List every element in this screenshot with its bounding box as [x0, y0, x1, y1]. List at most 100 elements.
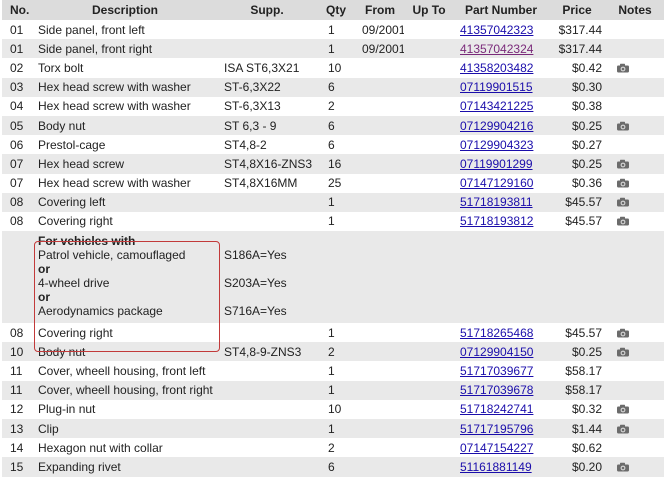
cell-description: Cover, wheell housing, front right — [32, 380, 218, 400]
cell-from — [356, 97, 404, 116]
cell-notes — [606, 361, 664, 380]
part-number-link[interactable]: 41358203482 — [460, 60, 534, 75]
part-number-link[interactable]: 07119901515 — [460, 80, 533, 95]
cell-notes — [606, 342, 664, 362]
part-number-link[interactable]: 41357042324 — [460, 41, 534, 56]
table-row: 08 Covering right 1 51718265468 $45.57 — [2, 323, 664, 342]
cell-from — [356, 174, 404, 193]
part-number-link[interactable]: 07147154227 — [460, 440, 534, 455]
part-number-link[interactable]: 07129904216 — [460, 118, 534, 133]
table-row: 07 Hex head screw with washer ST4,8X16MM 25… — [2, 174, 664, 193]
cell-qty: 10 — [328, 402, 342, 417]
cell-no: 01 — [2, 39, 32, 59]
camera-icon[interactable] — [616, 461, 630, 472]
condition-option: Patrol vehicle, camouflaged — [38, 248, 186, 263]
camera-icon[interactable] — [616, 346, 630, 357]
camera-icon[interactable] — [616, 215, 630, 226]
part-number-link[interactable]: 07147129160 — [460, 176, 534, 191]
cell-price: $0.32 — [571, 402, 602, 417]
cell-notes — [606, 77, 664, 97]
cell-price: $45.57 — [565, 214, 602, 229]
camera-icon[interactable] — [616, 196, 630, 207]
cell-supp — [218, 192, 316, 212]
cell-supp: ST4,8X16-ZNS3 — [218, 154, 316, 174]
part-number-link[interactable]: 51161881149 — [460, 459, 532, 474]
cell-price: $0.20 — [548, 457, 606, 477]
condition-code: S186A=Yes — [224, 248, 287, 263]
cell-description: Side panel, front right — [32, 39, 218, 59]
col-header-from: From — [356, 0, 404, 20]
camera-icon[interactable] — [616, 403, 630, 414]
part-number-link[interactable]: 51718265468 — [460, 325, 534, 340]
cell-up-to — [404, 342, 454, 362]
cell-qty: 1 — [316, 380, 356, 400]
camera-icon[interactable] — [616, 120, 630, 131]
cell-up-to — [404, 400, 454, 419]
cell-qty: 1 — [316, 192, 356, 212]
cell-part-number: 51717039677 — [454, 361, 548, 380]
cell-supp — [218, 457, 316, 477]
part-number-link[interactable]: 51717039677 — [460, 364, 534, 379]
cell-up-to — [404, 135, 454, 154]
cell-from — [356, 115, 404, 136]
part-number-link[interactable]: 51717039678 — [460, 383, 534, 398]
cell-description: Hex head screw — [32, 154, 218, 174]
col-header-qty: Qty — [316, 0, 356, 20]
cell-no: 15 — [2, 457, 32, 477]
cell-supp — [218, 323, 316, 342]
part-number-link[interactable]: 51717195796 — [460, 421, 534, 436]
cell-empty — [454, 231, 548, 324]
condition-or: or — [38, 290, 50, 305]
camera-icon[interactable] — [616, 158, 630, 169]
cell-price: $0.25 — [548, 115, 606, 136]
table-row: 03 Hex head screw with washer ST-6,3X22 6 07… — [2, 77, 664, 97]
camera-icon[interactable] — [616, 327, 630, 338]
cell-from — [356, 154, 404, 174]
part-number-link[interactable]: 51718242741 — [460, 402, 534, 417]
camera-icon[interactable] — [616, 62, 630, 73]
part-number-link[interactable]: 07129904323 — [460, 137, 534, 152]
cell-from — [356, 419, 404, 439]
cell-no: 08 — [10, 214, 24, 229]
cell-part-number: 07119901299 — [454, 154, 548, 174]
part-number-link[interactable]: 07119901299 — [460, 156, 533, 171]
cell-description: Covering left — [32, 192, 218, 212]
part-number-link[interactable]: 51718193811 — [460, 195, 533, 210]
cell-description: Body nut — [32, 342, 218, 362]
cell-qty: 1 — [328, 364, 335, 379]
condition-option: Aerodynamics package — [38, 304, 163, 319]
table-row: 12 Plug-in nut 10 51718242741 $0.32 — [2, 400, 664, 419]
camera-icon[interactable] — [616, 177, 630, 188]
cell-from — [356, 192, 404, 212]
cell-price: $58.17 — [548, 380, 606, 400]
cell-notes — [606, 97, 664, 116]
cell-supp — [218, 400, 316, 419]
camera-icon[interactable] — [616, 423, 630, 434]
parts-table: No. Description Supp. Qty From Up To Par… — [2, 0, 664, 477]
cell-description: Hex head screw with washer — [38, 176, 191, 191]
condition-title: For vehicles with — [38, 234, 136, 249]
cell-no: 05 — [2, 115, 32, 136]
cell-price: $45.57 — [548, 192, 606, 212]
cell-part-number: 07129904323 — [454, 135, 548, 154]
cell-supp — [218, 39, 316, 59]
cell-notes — [606, 212, 664, 231]
cell-price: $1.44 — [548, 419, 606, 439]
part-number-link[interactable]: 07143421225 — [460, 99, 534, 114]
col-header-notes: Notes — [606, 0, 664, 20]
cell-supp: ST-6,3X22 — [218, 77, 316, 97]
cell-description: Covering right — [38, 325, 113, 340]
cell-price: $317.44 — [558, 22, 602, 37]
cell-notes — [606, 174, 664, 193]
cell-description: Clip — [32, 419, 218, 439]
cell-from — [356, 135, 404, 154]
table-header-row: No. Description Supp. Qty From Up To Par… — [2, 0, 664, 20]
cell-up-to — [404, 457, 454, 477]
cell-no: 04 — [10, 99, 24, 114]
part-number-link[interactable]: 07129904150 — [460, 344, 534, 359]
part-number-link[interactable]: 41357042323 — [460, 22, 534, 37]
cell-empty — [356, 231, 404, 324]
cell-no — [2, 231, 32, 324]
part-number-link[interactable]: 51718193812 — [460, 214, 534, 229]
table-row: 13 Clip 1 51717195796 $1.44 — [2, 419, 664, 439]
